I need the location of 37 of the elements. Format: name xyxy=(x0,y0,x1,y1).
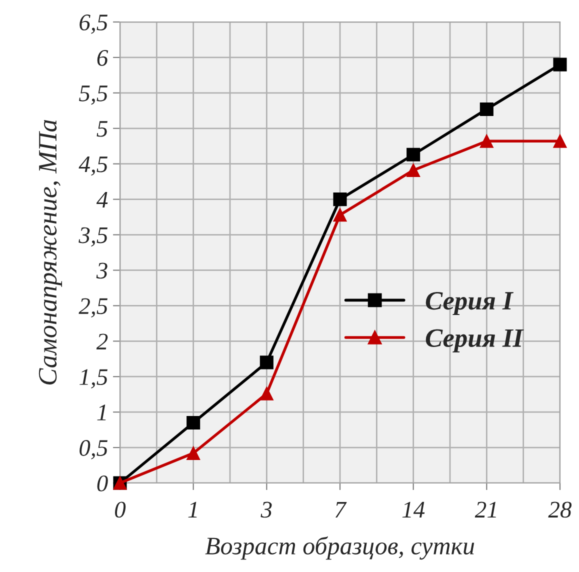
y-tick-label: 2,5 xyxy=(78,298,108,318)
point xyxy=(260,386,274,400)
point xyxy=(553,58,567,72)
point xyxy=(260,356,274,370)
y-tick-label: 6 xyxy=(97,50,108,66)
y-tick-label: 1 xyxy=(97,404,106,420)
point xyxy=(333,208,347,222)
y-tick-label: 6,5 xyxy=(80,14,108,34)
point xyxy=(186,446,200,460)
point xyxy=(480,134,494,148)
legend-label: Серия I xyxy=(426,292,514,316)
y-tick-label: 5 xyxy=(96,121,108,137)
point xyxy=(406,148,420,162)
x-tick-label: 14 xyxy=(402,502,425,518)
y-tick-label: 3,5 xyxy=(78,227,108,247)
x-tick-label: 21 xyxy=(474,502,496,518)
point xyxy=(406,163,420,177)
point xyxy=(553,134,567,148)
point xyxy=(333,192,347,206)
x-axis-title: Возраст образцов, сутки xyxy=(205,536,474,560)
x-tick-label: 28 xyxy=(548,502,572,518)
point xyxy=(186,416,200,430)
y-tick-label: 0,5 xyxy=(80,440,108,460)
y-axis-title: Самонапряжение, МПа xyxy=(38,120,62,384)
y-tick-label: 0 xyxy=(97,475,108,492)
y-tick-label: 1,5 xyxy=(80,369,108,388)
y-tick-label: 5,5 xyxy=(79,86,108,105)
x-tick-label: 3 xyxy=(260,502,272,518)
x-tick-label: 1 xyxy=(188,502,197,518)
x-tick-label: 7 xyxy=(335,502,347,518)
x-tick-label: 0 xyxy=(115,502,126,518)
point xyxy=(480,102,494,116)
legend-label: Серия II xyxy=(426,329,524,352)
y-tick-label: 3 xyxy=(96,262,108,279)
y-tick-label: 4,5 xyxy=(78,156,108,176)
y-tick-label: 4 xyxy=(96,192,108,208)
y-tick-label: 2 xyxy=(96,334,108,350)
